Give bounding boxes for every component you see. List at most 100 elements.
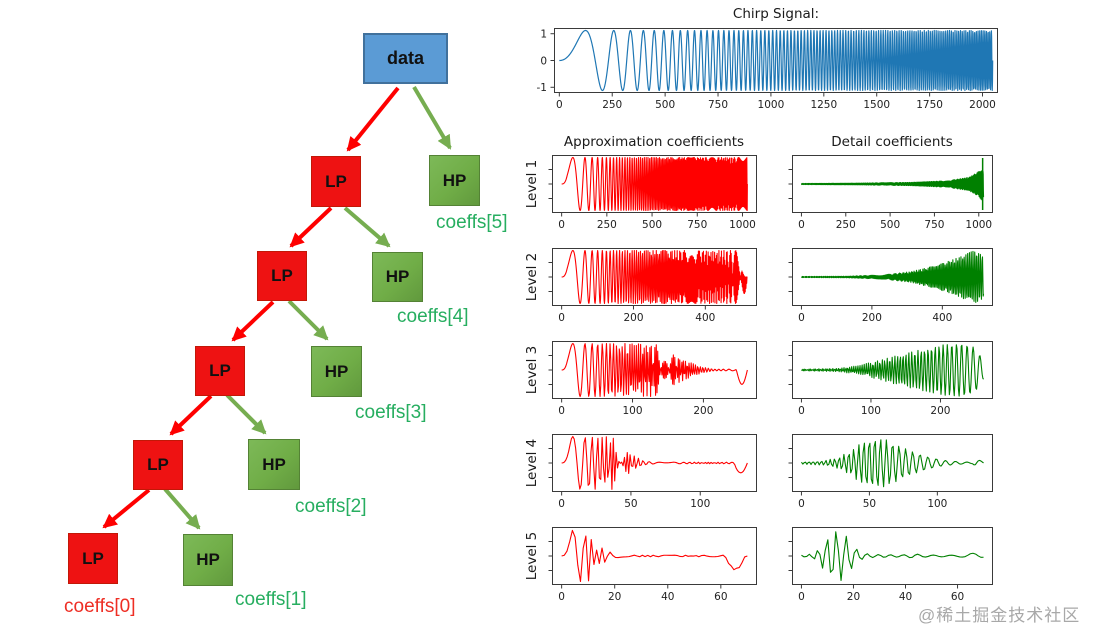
xtick-a5-60: 60 (714, 591, 727, 603)
xtick-a2-400: 400 (695, 312, 715, 324)
axes-frame-a4 (552, 434, 757, 492)
xtick-d5-60: 60 (951, 591, 964, 603)
xtick-chirp-1750: 1750 (916, 99, 943, 111)
xtick-chirp-1500: 1500 (863, 99, 890, 111)
plot-d3: 0 100 200 (758, 335, 1007, 425)
xtick-a5-0: 0 (558, 591, 565, 603)
watermark: @稀土掘金技术社区 (918, 606, 1081, 625)
plot-a4: 0 50 100 (518, 428, 771, 518)
arrow-lp1-to-hp2 (343, 206, 391, 248)
plot-d4: 0 50 100 (758, 428, 1007, 518)
plot-a1: 0 250 500 750 1000 (518, 149, 771, 239)
arrow-lp3-to-hp4 (225, 393, 267, 435)
coeffs-label-0: coeffs[0] (64, 596, 136, 617)
arrow-lp4-to-hp5 (163, 487, 201, 530)
signal-chirp (558, 29, 994, 92)
plot-d2: 0 200 400 (758, 242, 1007, 332)
axes-frame-a5 (552, 527, 757, 585)
axes-frame-d3 (792, 341, 993, 399)
ytick-chirp-0: 0 (540, 55, 547, 67)
approx-column-title: Approximation coefficients (563, 134, 745, 150)
xtick-d1-0: 0 (798, 219, 805, 231)
xtick-a1-250: 250 (597, 219, 617, 231)
plot-chirp: 0 250 500 750 1000 1250 1500 1750 2000 1 0 -1 (520, 22, 1012, 119)
ytick-chirp-1: 1 (540, 29, 547, 41)
ytick-chirp--1: -1 (537, 82, 547, 94)
xtick-a2-0: 0 (558, 312, 565, 324)
xtick-a5-40: 40 (661, 591, 674, 603)
xtick-a3-0: 0 (558, 405, 565, 417)
xtick-chirp-1250: 1250 (810, 99, 837, 111)
coeffs-label-5: coeffs[5] (436, 212, 508, 233)
coeffs-label-2: coeffs[2] (295, 496, 367, 517)
xtick-d5-0: 0 (798, 591, 805, 603)
signal-d2 (801, 250, 985, 303)
tree-node-lp-level4: LP (133, 440, 183, 490)
xtick-d4-50: 50 (863, 498, 876, 510)
axes-frame-chirp (554, 28, 998, 93)
xtick-a2-200: 200 (623, 312, 643, 324)
coeffs-label-1: coeffs[1] (235, 589, 307, 610)
xtick-d4-100: 100 (927, 498, 947, 510)
xtick-a3-200: 200 (693, 405, 713, 417)
xtick-chirp-500: 500 (655, 99, 675, 111)
xtick-d3-200: 200 (930, 405, 950, 417)
axes-frame-d2 (792, 248, 993, 306)
signal-a1 (561, 156, 748, 212)
signal-a5 (561, 529, 748, 583)
coeffs-label-4: coeffs[4] (397, 306, 469, 327)
xtick-chirp-750: 750 (708, 99, 728, 111)
plot-a5: 0 20 40 60 (518, 521, 771, 611)
xtick-d2-400: 400 (932, 312, 952, 324)
xtick-d5-40: 40 (899, 591, 912, 603)
axes-frame-a3 (552, 341, 757, 399)
signal-a3 (561, 342, 748, 398)
signal-d5 (801, 531, 984, 581)
tree-node-hp-level5: HP (183, 534, 233, 586)
arrow-data-to-hp1 (412, 85, 452, 150)
detail-column-title: Detail coefficients (831, 134, 953, 150)
arrow-lp3-to-lp4 (169, 394, 213, 436)
axes-frame-a2 (552, 248, 757, 306)
xtick-chirp-2000: 2000 (969, 99, 996, 111)
xtick-a4-100: 100 (690, 498, 710, 510)
axes-frame-d4 (792, 434, 993, 492)
xtick-a4-0: 0 (558, 498, 565, 510)
xtick-d3-100: 100 (861, 405, 881, 417)
signal-d3 (801, 344, 984, 397)
axes-frame-a1 (552, 155, 757, 213)
plot-d5: 0 20 40 60 (758, 521, 1007, 611)
xtick-d5-20: 20 (847, 591, 860, 603)
arrow-lp2-to-hp3 (287, 299, 329, 341)
coeffs-label-3: coeffs[3] (355, 402, 427, 423)
tree-node-lp-level3: LP (195, 346, 245, 396)
xtick-a5-20: 20 (608, 591, 621, 603)
tree-node-lp-level5: LP (68, 533, 118, 584)
tree-node-data: data (363, 33, 448, 84)
xtick-d1-500: 500 (880, 219, 900, 231)
xtick-d1-750: 750 (924, 219, 944, 231)
tree-node-hp-level3: HP (311, 346, 362, 397)
xtick-a1-750: 750 (687, 219, 707, 231)
arrow-lp4-to-lp5 (102, 488, 151, 529)
chirp-title: Chirp Signal: (732, 6, 820, 22)
xtick-d2-200: 200 (862, 312, 882, 324)
arrow-lp2-to-lp3 (231, 300, 275, 342)
signal-d4 (801, 439, 984, 488)
xtick-a1-0: 0 (558, 219, 565, 231)
tree-node-hp-level4: HP (248, 439, 300, 490)
plot-a2: 0 200 400 (518, 242, 771, 332)
xtick-d2-0: 0 (798, 312, 805, 324)
xtick-a3-100: 100 (623, 405, 643, 417)
tree-node-hp-level1: HP (429, 155, 480, 206)
tree-node-lp-level2: LP (257, 251, 307, 301)
xtick-d1-1000: 1000 (965, 219, 992, 231)
xtick-d4-0: 0 (798, 498, 805, 510)
xtick-chirp-0: 0 (556, 99, 563, 111)
tree-node-lp-level1: LP (311, 156, 361, 207)
tree-node-hp-level2: HP (372, 252, 423, 302)
arrow-data-to-lp1 (346, 86, 400, 152)
tree-arrows (102, 85, 452, 530)
signal-a2 (561, 249, 748, 305)
